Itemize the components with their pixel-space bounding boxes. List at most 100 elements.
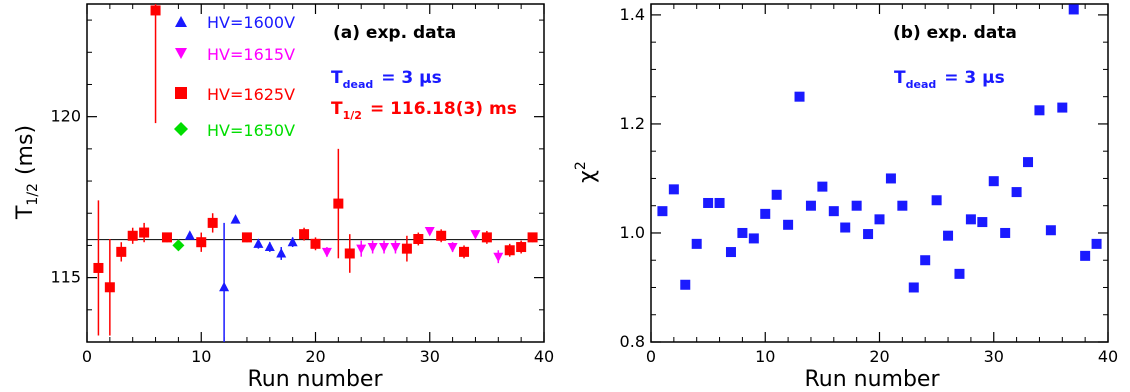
- chi2-point: [977, 217, 988, 228]
- data-point: [241, 232, 252, 243]
- data-point: [481, 232, 492, 243]
- data-point: [230, 214, 241, 224]
- panel-a-x-tick-label: 10: [191, 347, 211, 366]
- data-point: [184, 230, 195, 240]
- chi2-point: [851, 200, 862, 211]
- panel-b-tdead-main: T: [894, 68, 906, 88]
- chi2-point: [725, 247, 736, 258]
- panel-a: 0 10 20 30 40 115 120 HV=1600V HV=1615V HV=162…: [13, 3, 554, 392]
- panel-b-x-tick-label: 30: [984, 347, 1004, 366]
- panel-a-xlabel: Run number: [247, 367, 383, 392]
- data-point: [516, 242, 527, 253]
- chi2-point: [691, 238, 702, 249]
- panel-a-ylabel-main: T: [13, 205, 38, 220]
- chi2-point: [805, 200, 816, 211]
- data-point: [104, 282, 115, 293]
- panel-b-xlabel: Run number: [804, 367, 940, 392]
- legend-label-hv1615: HV=1615V: [207, 45, 295, 64]
- panel-b-x-tick-label: 40: [1098, 347, 1118, 366]
- chi2-point: [840, 222, 851, 233]
- chi2-point: [965, 214, 976, 225]
- data-point: [356, 244, 367, 255]
- data-point: [321, 247, 332, 258]
- chi2-point: [988, 176, 999, 187]
- panel-a-tdead-sub: dead: [343, 78, 374, 91]
- data-point: [379, 243, 390, 253]
- chi2-point: [737, 227, 748, 238]
- panel-a-ylabel: T1/2 (ms): [13, 125, 41, 220]
- data-point: [276, 247, 287, 258]
- chi2-point: [748, 233, 759, 244]
- panel-b-ticks: 0 10 20 30 40 0.8 1.0 1.2 1.4: [620, 4, 1118, 366]
- chi2-point: [714, 197, 725, 208]
- chi2-point: [1045, 225, 1056, 236]
- panel-a-tdead-main: T: [331, 68, 343, 88]
- data-point: [424, 226, 435, 237]
- panel-a-ticks: 0 10 20 30 40 115 120: [50, 4, 554, 366]
- chi2-point: [885, 173, 896, 184]
- data-point: [264, 241, 275, 252]
- data-point: [493, 252, 504, 263]
- data-point: [253, 238, 264, 248]
- panel-a-tdead-annotation: Tdead = 3 μs: [331, 68, 442, 91]
- chi2-point: [794, 91, 805, 102]
- data-point: [150, 5, 161, 16]
- chi2-point: [1057, 102, 1068, 113]
- panel-b-label: (b) exp. data: [893, 23, 1017, 43]
- legend-marker-hv1615: [175, 48, 187, 59]
- panel-b-ylabel-sup: 2: [573, 161, 589, 170]
- chi2-point: [783, 219, 794, 230]
- data-point: [310, 238, 321, 249]
- data-point: [333, 198, 344, 209]
- data-point: [390, 243, 401, 253]
- panel-b-tdead-annotation: Tdead = 3 μs: [894, 68, 1005, 91]
- panel-b-ylabel-main: χ: [575, 170, 600, 183]
- legend-marker-hv1625: [175, 87, 187, 99]
- data-point: [219, 281, 230, 292]
- panel-a-x-tick-label: 40: [534, 347, 554, 366]
- data-point: [504, 245, 515, 256]
- data-point: [447, 243, 458, 253]
- panel-b-frame: [650, 3, 1109, 343]
- panel-b-x-tick-label: 20: [869, 347, 889, 366]
- chi2-point: [943, 230, 954, 241]
- chi2-point: [1034, 105, 1045, 116]
- chi2-point: [1080, 250, 1091, 261]
- legend-marker-hv1650: [174, 122, 188, 136]
- data-point: [161, 232, 172, 243]
- panel-a-label: (a) exp. data: [333, 23, 456, 43]
- panel-a-markers: [93, 5, 538, 293]
- chi2-point: [703, 197, 714, 208]
- chi2-point: [1068, 4, 1079, 15]
- panel-a-y-tick-label: 115: [50, 268, 81, 287]
- data-point: [287, 236, 298, 247]
- legend-label-hv1600: HV=1600V: [207, 13, 295, 32]
- chi2-point: [897, 200, 908, 211]
- panel-b: 0 10 20 30 40 0.8 1.0 1.2 1.4 (b) exp. data Tdea…: [573, 3, 1118, 392]
- chi2-point: [931, 195, 942, 206]
- data-point: [527, 232, 538, 243]
- chi2-point: [954, 268, 965, 279]
- legend: HV=1600V HV=1615V HV=1625V HV=1650V: [174, 13, 295, 140]
- panel-b-y-tick-label: 1.4: [620, 5, 645, 24]
- chi2-point: [817, 181, 828, 192]
- legend-label-hv1625: HV=1625V: [207, 85, 295, 104]
- chi2-point: [1011, 187, 1022, 198]
- data-point: [196, 237, 207, 248]
- chi2-point: [1000, 227, 1011, 238]
- chi2-point: [657, 206, 668, 217]
- chi2-point: [1023, 157, 1034, 168]
- panel-b-y-tick-label: 1.2: [620, 114, 645, 133]
- panel-b-x-tick-label: 0: [646, 347, 656, 366]
- panel-a-y-tick-label: 120: [50, 107, 81, 126]
- panel-a-thalf-main: T: [331, 99, 343, 119]
- legend-marker-hv1600: [175, 16, 187, 27]
- chi2-point: [863, 229, 874, 240]
- panel-a-thalf-sub: 1/2: [343, 109, 362, 122]
- panel-a-thalf-annotation: T1/2 = 116.18(3) ms: [331, 99, 517, 122]
- panel-b-markers: [657, 4, 1102, 293]
- data-point: [459, 246, 470, 257]
- data-point: [436, 230, 447, 241]
- data-point: [299, 229, 310, 240]
- panel-a-ylabel-sub: 1/2: [25, 183, 41, 206]
